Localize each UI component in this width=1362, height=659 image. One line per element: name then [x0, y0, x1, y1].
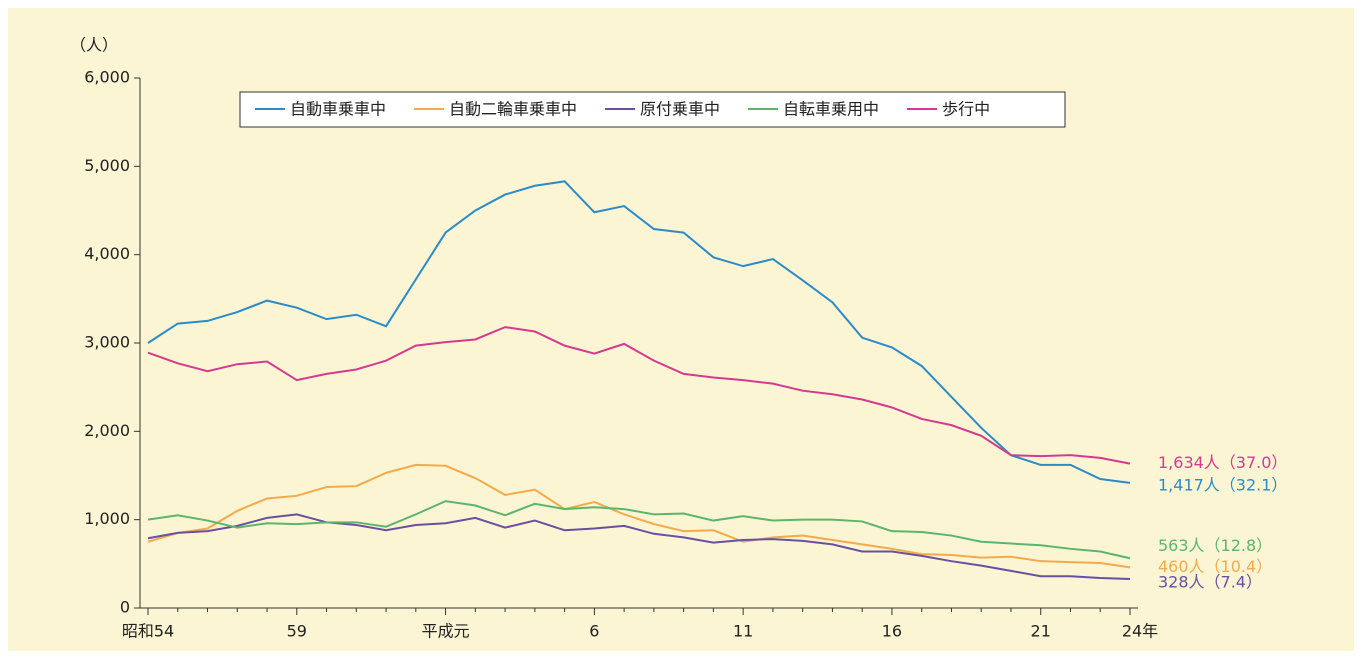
end-label: 1,417人（32.1） [1158, 475, 1287, 494]
x-tick-label: 平成元 [422, 622, 470, 641]
series-line [147, 500, 1131, 560]
legend-label: 歩行中 [942, 100, 990, 119]
x-tick-label: 21 [1031, 622, 1051, 641]
x-tick-label: 6 [589, 622, 599, 641]
x-tick-label: 24年 [1122, 622, 1158, 641]
y-tick-label: 1,000 [84, 509, 130, 528]
series-line [147, 513, 1131, 581]
x-tick-label: 11 [733, 622, 753, 641]
y-tick-label: 4,000 [84, 244, 130, 263]
legend-label: 自動車乗車中 [290, 100, 386, 119]
y-tick-label: 5,000 [84, 156, 130, 175]
legend-label: 自動二輪車乗車中 [449, 100, 577, 119]
legend-label: 原付乗車中 [640, 100, 720, 119]
end-label: 460人（10.4） [1158, 557, 1272, 576]
end-label: 328人（7.4） [1158, 573, 1262, 592]
x-tick-label: 昭和54 [122, 622, 174, 641]
y-tick-label: 0 [120, 598, 130, 617]
end-label: 563人（12.8） [1158, 536, 1272, 555]
x-tick-label: 59 [287, 622, 307, 641]
legend-label: 自転車乗用中 [783, 100, 879, 119]
y-axis-label: （人） [70, 36, 118, 55]
y-tick-label: 6,000 [84, 68, 130, 87]
y-tick-label: 2,000 [84, 421, 130, 440]
end-label: 1,634人（37.0） [1158, 453, 1287, 472]
series-line [147, 180, 1131, 484]
series-line [147, 326, 1131, 465]
y-tick-label: 3,000 [84, 333, 130, 352]
series-line [147, 463, 1131, 569]
x-tick-label: 16 [882, 622, 902, 641]
